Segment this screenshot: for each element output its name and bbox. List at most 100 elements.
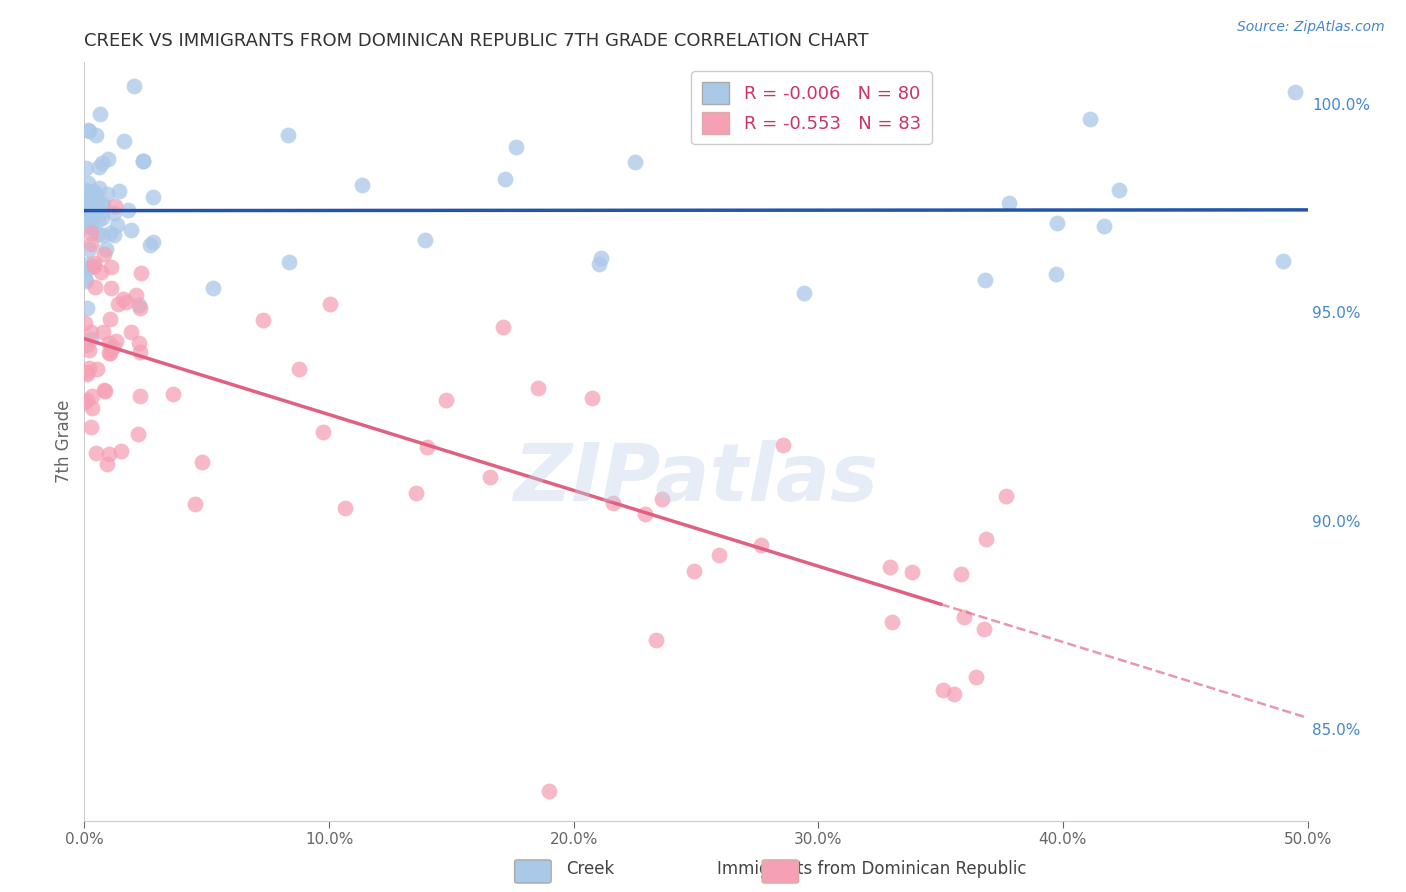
Point [479, 469, 502, 483]
Point [120, 326, 142, 340]
Point [100, 260, 122, 275]
Point [73, 183, 96, 197]
Point [128, 335, 150, 350]
Text: Creek: Creek [567, 860, 614, 878]
Point [76, 257, 98, 271]
Point [76, 368, 98, 382]
Point [73, 272, 96, 286]
Point [651, 492, 673, 507]
Point [707, 548, 730, 562]
Point [129, 344, 152, 359]
Y-axis label: 7th Grade: 7th Grade [55, 400, 73, 483]
Point [184, 497, 207, 511]
Point [80, 325, 103, 339]
Point [131, 154, 153, 169]
Text: CREEK VS IMMIGRANTS FROM DOMINICAN REPUBLIC 7TH GRADE CORRELATION CHART: CREEK VS IMMIGRANTS FROM DOMINICAN REPUB… [84, 32, 869, 50]
Point [76, 261, 98, 276]
Point [682, 564, 704, 578]
Point [932, 682, 955, 697]
Point [84, 446, 107, 460]
Point [84, 128, 107, 142]
Point [101, 339, 124, 353]
Point [103, 205, 125, 219]
Point [108, 184, 131, 198]
Point [949, 566, 972, 581]
Point [77, 343, 100, 357]
Point [1046, 216, 1069, 230]
Point [602, 496, 624, 510]
Point [588, 257, 610, 271]
Point [117, 203, 139, 218]
Point [84, 197, 107, 211]
Point [75, 202, 97, 217]
Point [75, 185, 97, 199]
Point [538, 784, 561, 798]
Point [77, 193, 100, 207]
Point [100, 281, 122, 295]
Point [77, 186, 100, 201]
Point [129, 389, 152, 403]
Point [80, 212, 103, 227]
Point [98, 345, 121, 359]
Text: ZIPatlas: ZIPatlas [513, 441, 879, 518]
Point [90, 265, 112, 279]
Point [772, 438, 794, 452]
Point [80, 389, 103, 403]
Point [965, 670, 987, 684]
Point [793, 286, 815, 301]
Point [162, 386, 184, 401]
Point [122, 79, 145, 94]
Point [91, 228, 114, 243]
Point [87, 161, 110, 175]
Point [87, 213, 110, 227]
Point [112, 134, 135, 148]
Point [77, 123, 100, 137]
Point [416, 440, 439, 454]
Point [132, 153, 155, 168]
Point [94, 242, 117, 256]
Point [125, 288, 148, 302]
Point [973, 273, 995, 287]
Point [76, 366, 98, 380]
Point [1078, 112, 1101, 127]
Point [79, 420, 101, 434]
Point [80, 221, 103, 235]
Point [79, 219, 101, 233]
Point [943, 687, 966, 701]
Point [91, 198, 114, 212]
Point [1108, 183, 1130, 197]
Point [879, 560, 901, 574]
Point [645, 632, 668, 647]
Point [998, 196, 1021, 211]
Point [974, 533, 997, 547]
Point [191, 455, 214, 469]
Point [415, 233, 437, 247]
Point [80, 226, 103, 240]
Point [527, 381, 550, 395]
Point [105, 334, 128, 348]
Point [80, 216, 103, 230]
Legend: R = -0.006   N = 80, R = -0.553   N = 83: R = -0.006 N = 80, R = -0.553 N = 83 [692, 71, 932, 145]
Point [623, 155, 645, 169]
Text: Source: ZipAtlas.com: Source: ZipAtlas.com [1237, 20, 1385, 34]
Point [120, 223, 142, 237]
Point [80, 210, 103, 224]
Point [104, 199, 127, 213]
Point [77, 242, 100, 256]
Point [73, 317, 96, 331]
Point [1284, 85, 1306, 99]
Point [312, 425, 335, 439]
Point [100, 342, 122, 356]
Point [77, 124, 100, 138]
Point [91, 326, 114, 340]
Point [1272, 254, 1295, 268]
Point [1045, 267, 1067, 281]
Point [98, 312, 121, 326]
Point [129, 266, 152, 280]
Point [1094, 219, 1116, 233]
Point [953, 609, 976, 624]
Point [98, 226, 121, 240]
Point [94, 384, 117, 399]
Point [127, 427, 149, 442]
Point [83, 185, 105, 199]
